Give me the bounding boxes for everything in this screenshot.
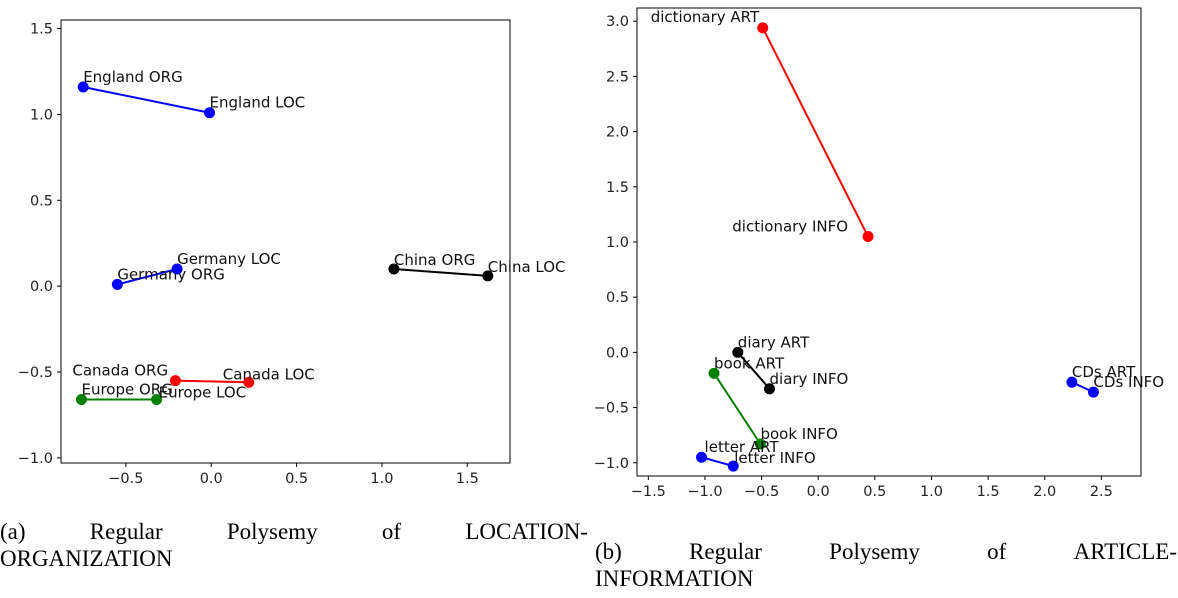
data-point-b [1087, 386, 1099, 398]
x-tick-label-a: 1.0 [370, 471, 393, 487]
point-label-a: Canada ORG [72, 362, 168, 380]
caption-a-word4: LOCATION- [465, 519, 588, 544]
data-point-b [754, 438, 766, 450]
pair-line-a [175, 379, 249, 384]
y-tick-label-a: 1.0 [30, 107, 53, 123]
x-tick-label-b: 1.0 [920, 484, 943, 500]
point-label-b: book ART [714, 354, 785, 372]
x-tick-label-b: 2.5 [1090, 484, 1113, 500]
point-label-b: dictionary INFO [732, 217, 848, 235]
pair-line-b [737, 351, 771, 390]
plot-frame-b [636, 7, 1142, 477]
point-label-b: dictionary ART [651, 8, 760, 26]
y-tick-label-b: 1.5 [606, 180, 629, 196]
point-label-a: Canada LOC [223, 365, 315, 383]
caption-a-word1: Regular [89, 519, 163, 544]
point-label-b: diary ART [738, 333, 810, 351]
pair-line-a [393, 267, 488, 277]
data-point-a [482, 270, 494, 282]
x-tick-label-b: −0.5 [744, 484, 779, 500]
x-tick-label-a: 1.5 [456, 471, 479, 487]
x-tick-label-b: 1.5 [977, 484, 1000, 500]
data-point-a [151, 393, 163, 405]
caption-b-line2: INFORMATION [595, 566, 754, 591]
x-tick-label-b: −1.0 [687, 484, 722, 500]
y-tick-label-a: 0.5 [30, 193, 53, 209]
pair-line-b [713, 372, 762, 445]
data-point-a [204, 107, 216, 119]
caption-b-word2: Polysemy [829, 539, 920, 564]
chart-b: −1.5 −1.0 −0.5 0.0 0.5 1.0 1.5 2.0 2.5−1.0−0.50.… [594, 7, 1164, 500]
y-tick-label-b: −1.0 [594, 456, 629, 472]
x-tick-label-b: 0.5 [863, 484, 886, 500]
y-tick-label-a: −1.0 [18, 451, 53, 467]
y-tick-label-b: 1.0 [606, 235, 629, 251]
x-tick-label-a: −0.5 [108, 471, 143, 487]
point-label-a: China LOC [488, 258, 566, 276]
point-label-b: CDs ART [1072, 363, 1136, 381]
data-point-b [1066, 376, 1078, 388]
y-tick-label-b: 3.0 [606, 14, 629, 30]
data-point-a [388, 263, 400, 275]
data-point-a [77, 81, 89, 93]
point-label-a: England LOC [210, 94, 306, 112]
caption-b-word3: of [987, 539, 1007, 564]
caption-a: (a) Regular Polysemy of LOCATION- ORGANI… [0, 518, 588, 572]
caption-b-word1: Regular [689, 539, 762, 564]
point-label-b: diary INFO [770, 370, 849, 388]
data-point-b [727, 460, 739, 472]
caption-a-word3: of [381, 519, 402, 544]
data-point-b [862, 230, 874, 242]
x-tick-label-b: 0.0 [807, 484, 830, 500]
caption-b: (b) Regular Polysemy of ARTICLE- INFORMA… [595, 538, 1177, 592]
pair-line-b [761, 27, 869, 237]
caption-a-label: (a) [0, 519, 26, 544]
x-tick-label-a: 0.0 [200, 471, 223, 487]
y-tick-label-a: 0.0 [30, 279, 53, 295]
data-point-b [764, 383, 776, 395]
data-point-b [708, 367, 720, 379]
point-label-a: England ORG [83, 68, 183, 86]
chart-a: −0.5 0.0 0.5 1.0 1.5 −1.0 −0.5 0.0 0.5 1.0 1.5 Engl… [18, 19, 566, 487]
y-tick-label-a: 1.5 [30, 22, 53, 38]
data-point-a [75, 393, 87, 405]
data-point-a [169, 375, 181, 387]
point-label-a: Germany LOC [177, 250, 281, 268]
caption-a-word2: Polysemy [226, 519, 318, 544]
point-label-a: Europe ORG [81, 380, 172, 398]
caption-a-line1: (a) Regular Polysemy of LOCATION- [0, 518, 588, 545]
x-tick-label-b: 2.0 [1033, 484, 1056, 500]
y-tick-label-b: 2.0 [606, 125, 629, 141]
y-tick-label-b: 0.5 [606, 290, 629, 306]
data-point-a [243, 376, 255, 388]
caption-b-label: (b) [595, 539, 622, 564]
data-point-b [732, 346, 744, 358]
caption-a-line2: ORGANIZATION [0, 546, 173, 571]
point-label-b: book INFO [760, 425, 837, 443]
point-label-a: Germany ORG [117, 265, 225, 283]
point-label-b: CDs INFO [1093, 373, 1164, 391]
data-point-b [696, 451, 708, 463]
point-label-a: China ORG [394, 251, 475, 269]
point-label-b: letter ART [705, 438, 780, 456]
data-point-a [171, 263, 183, 275]
y-tick-label-a: −0.5 [18, 365, 53, 381]
pair-line-a [117, 268, 178, 286]
x-tick-label-a: 0.5 [285, 471, 308, 487]
y-tick-label-b: 2.5 [606, 69, 629, 85]
data-point-b [757, 22, 769, 34]
caption-b-line1: (b) Regular Polysemy of ARTICLE- [595, 538, 1177, 565]
point-label-b: letter INFO [734, 449, 815, 467]
pair-line-a [82, 85, 210, 114]
data-point-a [111, 278, 123, 290]
caption-b-word4: ARTICLE- [1073, 539, 1177, 564]
point-label-a: Europe LOC [159, 383, 247, 401]
y-tick-label-b: −0.5 [594, 401, 629, 417]
y-tick-label-b: 0.0 [606, 345, 629, 361]
plot-frame-a [60, 19, 511, 464]
x-tick-label-b: −1.5 [631, 484, 666, 500]
